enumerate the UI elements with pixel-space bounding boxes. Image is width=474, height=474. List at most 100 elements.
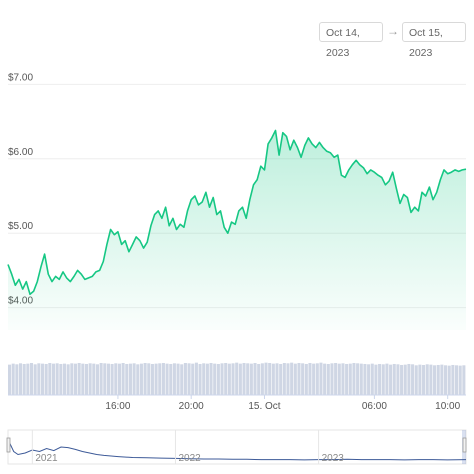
date-range-selector: Oct 14, 2023 → Oct 15, 2023 — [0, 22, 474, 59]
volume-bar — [172, 363, 176, 395]
price-line[interactable] — [7, 129, 467, 296]
volume-bar — [198, 363, 202, 395]
volume-bar — [103, 363, 107, 395]
volume-bar — [205, 363, 209, 395]
volume-bar — [224, 362, 228, 395]
navigator-tick-label: 2022 — [178, 453, 201, 464]
volume-bar — [315, 363, 319, 395]
volume-bar — [433, 365, 437, 395]
volume-bar — [341, 363, 345, 395]
volume-bar — [345, 363, 349, 395]
arrow-right-icon: → — [387, 24, 399, 38]
volume-bar — [246, 363, 250, 395]
volume-bar — [227, 363, 231, 395]
volume-bar — [33, 364, 37, 395]
volume-bar — [213, 363, 217, 395]
volume-bar — [374, 364, 378, 395]
volume-bar — [403, 364, 407, 395]
volume-bar — [411, 364, 415, 395]
volume-bar — [253, 362, 257, 395]
volume-bar — [66, 364, 70, 395]
volume-bar — [444, 365, 448, 395]
volume-bar — [128, 363, 132, 395]
volume-bar — [99, 362, 103, 395]
volume-bar — [363, 363, 367, 395]
volume-bar — [125, 363, 129, 395]
volume-bar — [249, 363, 253, 395]
volume-bar — [392, 363, 396, 395]
volume-bar — [44, 363, 48, 395]
volume-bar — [414, 365, 418, 395]
volume-bar — [40, 363, 45, 395]
volume-bar — [268, 362, 272, 395]
volume-bar — [84, 363, 88, 395]
volume-bar — [352, 362, 356, 395]
volume-bar — [150, 363, 154, 395]
date-from-input[interactable]: Oct 14, 2023 — [319, 22, 383, 59]
volume-bar — [18, 363, 23, 395]
volume-bar — [220, 363, 224, 395]
volume-bar — [8, 364, 12, 395]
volume-bar — [59, 363, 63, 395]
volume-bar — [356, 363, 360, 395]
volume-bars — [8, 362, 466, 395]
volume-bar — [169, 363, 173, 395]
date-to-input[interactable]: Oct 15, 2023 — [402, 22, 466, 59]
volume-bar — [271, 363, 275, 395]
volume-bar — [436, 364, 440, 395]
volume-bar — [290, 362, 294, 395]
volume-bar — [458, 365, 462, 395]
y-tick-label: $6.00 — [8, 147, 33, 158]
volume-bar — [422, 364, 426, 395]
volume-bar — [139, 363, 143, 395]
volume-bar — [242, 362, 246, 395]
volume-bar — [279, 363, 283, 395]
volume-bar — [286, 363, 290, 395]
navigator[interactable]: 2021 2022 2023 — [6, 429, 467, 465]
x-tick-label: 10:00 — [435, 401, 460, 412]
volume-bar — [319, 362, 323, 395]
volume-bar — [77, 362, 81, 395]
volume-bar — [209, 362, 213, 395]
volume-bar — [136, 364, 140, 395]
volume-bar — [312, 363, 316, 395]
volume-bar — [81, 363, 85, 395]
volume-bar — [260, 363, 264, 395]
volume-bar — [147, 363, 151, 395]
volume-bar — [330, 363, 334, 395]
volume-bar — [11, 363, 15, 395]
volume-bar — [462, 365, 466, 395]
volume-bar — [323, 363, 327, 395]
volume-bar — [367, 364, 371, 395]
x-tick-label: 15. Oct — [248, 401, 280, 412]
volume-bar — [165, 363, 169, 395]
volume-bar — [455, 365, 459, 395]
volume-bar — [359, 363, 363, 395]
navigator-handle-left[interactable] — [6, 437, 11, 453]
volume-bar — [110, 363, 114, 395]
volume-bar — [88, 363, 92, 395]
volume-bar — [143, 362, 147, 395]
volume-bar — [451, 364, 455, 395]
volume-bar — [418, 364, 422, 395]
volume-bar — [282, 362, 286, 395]
volume-bar — [407, 363, 411, 395]
x-tick-label: 20:00 — [179, 401, 204, 412]
volume-bar — [29, 362, 34, 395]
volume-bar — [304, 363, 308, 395]
navigator-axis: 2021 2022 2023 — [31, 430, 345, 464]
volume-bar — [326, 363, 330, 395]
volume-bar — [447, 365, 451, 395]
volume-bar — [51, 363, 56, 395]
navigator-handle-right[interactable] — [462, 437, 467, 453]
x-axis: 16:00 20:00 15. Oct 06:00 10:00 — [105, 395, 461, 412]
volume-bar — [381, 364, 385, 395]
volume-bar — [92, 363, 96, 395]
volume-bar — [275, 363, 279, 395]
volume-bar — [73, 363, 78, 395]
volume-bar — [180, 364, 184, 395]
navigator-tick-label: 2023 — [322, 453, 345, 464]
volume-bar — [62, 363, 67, 395]
volume-bar — [238, 363, 242, 395]
